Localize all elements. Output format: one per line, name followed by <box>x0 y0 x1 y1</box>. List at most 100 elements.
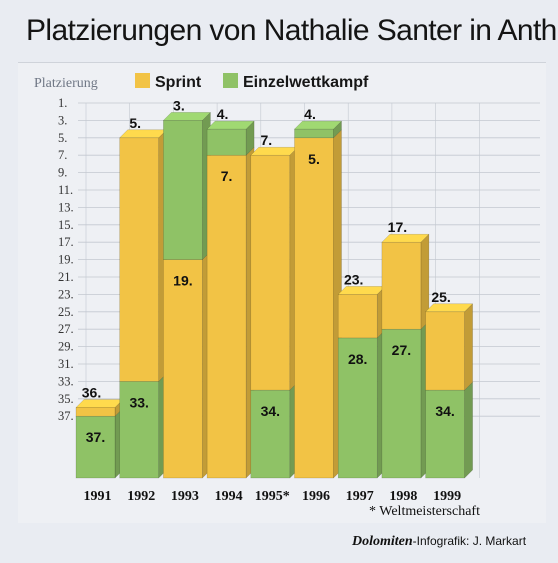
x-axis-ticks: 1991 1992 1993 1994 1995* 1996 1997 1998 1999 <box>84 489 462 504</box>
data-label-einzelwettkampf-1994: 4. <box>217 106 229 122</box>
bar-einzelwettkampf-1999-front <box>425 389 465 479</box>
data-label-sprint-1997: 23. <box>344 271 363 287</box>
x-tick-label: 1993 <box>171 489 199 504</box>
data-label-einzelwettkampf-1993: 3. <box>173 97 185 113</box>
data-label-sprint-1991: 36. <box>82 385 101 401</box>
x-tick-label: 1998 <box>389 489 417 504</box>
y-tick-label: 23. <box>58 287 74 301</box>
y-tick-label: 5. <box>58 131 67 145</box>
bar-sprint-1995-front <box>250 154 291 391</box>
data-label-einzelwettkampf-1991: 37. <box>86 429 105 445</box>
y-tick-label: 11. <box>58 183 73 197</box>
bar-sprint-1998-front <box>381 241 422 330</box>
bar-einzelwettkampf-1997-front <box>337 337 378 479</box>
data-label-sprint-1996: 5. <box>308 151 320 167</box>
x-tick-label: 1999 <box>433 489 461 504</box>
y-tick-label: 21. <box>58 270 74 284</box>
y-tick-label: 9. <box>58 166 67 180</box>
data-label-einzelwettkampf-1996: 4. <box>304 106 316 122</box>
legend-label-einzelwettkampf: Einzelwettkampf <box>243 74 369 91</box>
bar-einzelwettkampf-1995-front <box>250 389 291 479</box>
bar-einzelwettkampf-1991-front <box>75 415 116 479</box>
y-tick-label: 27. <box>58 322 74 336</box>
legend: Platzierung Sprint Einzelwettkampf <box>34 73 369 91</box>
y-tick-label: 35. <box>58 392 74 406</box>
credit-text: -Infografik: J. Markart <box>412 534 527 548</box>
bar-einzelwettkampf-1994-front <box>206 128 247 156</box>
credit-line: Dolomiten-Infografik: J. Markart <box>352 532 526 550</box>
bar-sprint-1996 <box>294 129 342 479</box>
bar-sprint-1995 <box>250 146 299 391</box>
y-tick-label: 17. <box>58 235 74 249</box>
y-axis-ticks: 1. 3. 5. 7. 9. 11. 13. 15. 17. 19. 21. 23. 25. 27. 29.… <box>58 96 74 423</box>
bar-sprint-1993 <box>163 250 211 479</box>
bar-top-einzelwettkampf <box>293 120 343 130</box>
bar-chart: Platzierung Sprint Einzelwettkampf 1. 3. 5… <box>34 73 540 504</box>
bar-sprint-1992-front <box>119 137 159 382</box>
plot-panel: Platzierung Sprint Einzelwettkampf 1. 3. 5… <box>18 62 546 523</box>
bar-einzelwettkampf-1995 <box>250 381 299 479</box>
bar-sprint-1999-side <box>464 303 473 391</box>
y-tick-label: 29. <box>58 340 74 354</box>
data-label-einzelwettkampf-1995: 34. <box>261 403 280 419</box>
bar-einzelwettkampf-1997 <box>337 329 386 479</box>
data-label-einzelwettkampf-1998: 27. <box>392 342 411 358</box>
bar-einzelwettkampf-1999-side <box>464 381 473 479</box>
data-labels: 36. 37. 5. 33. 3. 19. 4. 7. 7. 34. 4. 5. 23. 28. 17. 27… <box>82 97 455 445</box>
data-label-sprint-1992: 5. <box>129 115 141 131</box>
bar-top-sprint <box>424 303 474 313</box>
bar-einzelwettkampf-1999 <box>425 381 473 479</box>
data-label-sprint-1998: 17. <box>388 219 407 235</box>
y-axis-label: Platzierung <box>34 76 98 91</box>
bar-einzelwettkampf-1994 <box>206 120 255 156</box>
bar-einzelwettkampf-1992-front <box>119 381 159 479</box>
bar-sprint-1993-front <box>163 259 203 479</box>
y-tick-label: 7. <box>58 148 67 162</box>
chart-title: Platzierungen von Nathalie Santer in Ant… <box>26 14 558 47</box>
bar-top-sprint <box>381 233 430 243</box>
legend-swatch-einzelwettkampf <box>223 73 238 88</box>
bar-top-einzelwettkampf <box>162 112 212 121</box>
bar-sprint-1992 <box>119 129 167 383</box>
bar-einzelwettkampf-1998-front <box>381 328 422 479</box>
y-tick-label: 31. <box>58 357 74 371</box>
bar-sprint-1998 <box>381 233 430 330</box>
bar-sprint-1999-front <box>425 311 465 391</box>
y-tick-label: 33. <box>58 374 74 388</box>
y-tick-label: 25. <box>58 305 74 319</box>
y-tick-label: 13. <box>58 200 74 214</box>
bar-einzelwettkampf-1992 <box>119 372 167 479</box>
x-tick-label: 1994 <box>215 489 243 504</box>
x-tick-label: 1995* <box>255 489 290 504</box>
y-tick-label: 19. <box>58 253 74 267</box>
bar-einzelwettkampf-1993-front <box>163 120 203 260</box>
bar-sprint-1994-front <box>206 154 247 479</box>
bar-top-sprint <box>250 146 299 156</box>
bar-sprint-1996-front <box>294 137 334 479</box>
data-label-sprint-1993: 19. <box>173 273 192 289</box>
legend-label-sprint: Sprint <box>155 74 202 91</box>
dolomiten-logo: Dolomiten <box>352 534 413 549</box>
x-tick-label: 1997 <box>346 489 374 504</box>
bars <box>75 111 474 479</box>
y-tick-label: 3. <box>58 113 67 127</box>
bar-einzelwettkampf-1996-front <box>294 128 334 139</box>
footnote: * Weltmeisterschaft <box>369 504 480 519</box>
y-tick-label: 15. <box>58 218 74 232</box>
data-label-einzelwettkampf-1992: 33. <box>129 394 148 410</box>
x-tick-label: 1992 <box>127 489 155 504</box>
bar-top-sprint <box>119 129 168 139</box>
y-tick-label: 1. <box>58 96 67 110</box>
data-label-sprint-1994: 7. <box>221 168 233 184</box>
legend-swatch-sprint <box>135 73 150 88</box>
data-label-einzelwettkampf-1999: 34. <box>435 403 454 419</box>
bar-sprint-1997 <box>337 285 386 339</box>
x-tick-label: 1996 <box>302 489 330 504</box>
y-tick-label: 37. <box>58 409 74 423</box>
bar-sprint-1999 <box>425 303 473 391</box>
bar-top-sprint <box>75 399 124 408</box>
x-tick-label: 1991 <box>84 489 112 504</box>
data-label-sprint-1995: 7. <box>260 132 272 148</box>
bar-top-sprint <box>337 286 386 295</box>
